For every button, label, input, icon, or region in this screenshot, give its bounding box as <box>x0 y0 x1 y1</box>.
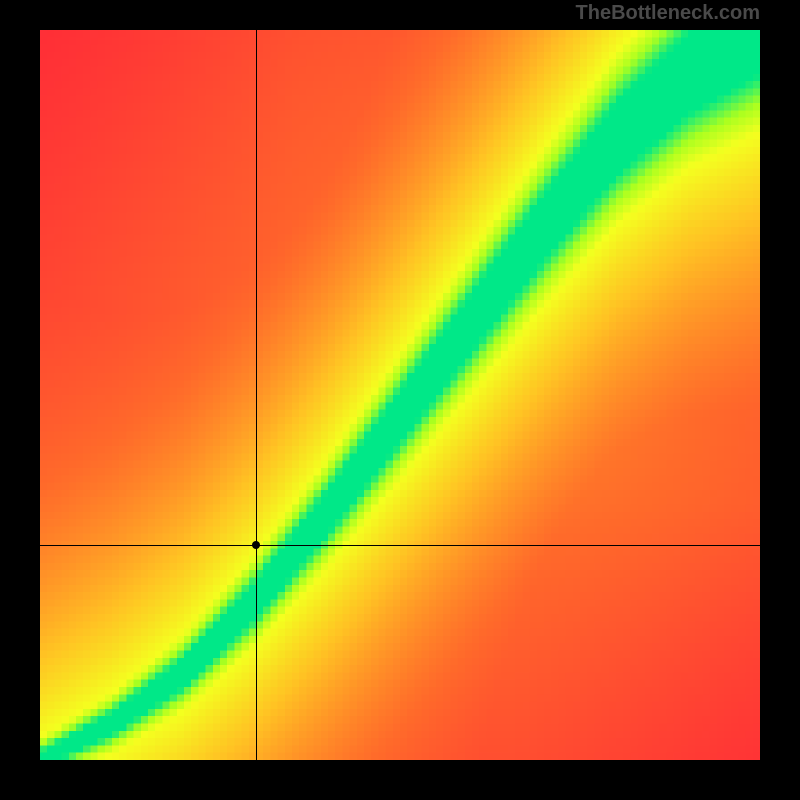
bottleneck-heatmap-canvas <box>40 30 760 760</box>
crosshair-vertical <box>256 30 257 760</box>
attribution-label: TheBottleneck.com <box>576 2 760 25</box>
crosshair-horizontal <box>40 545 760 546</box>
plot-area <box>40 30 760 760</box>
crosshair-marker <box>252 541 260 549</box>
chart-outer-frame: TheBottleneck.com <box>0 0 800 800</box>
